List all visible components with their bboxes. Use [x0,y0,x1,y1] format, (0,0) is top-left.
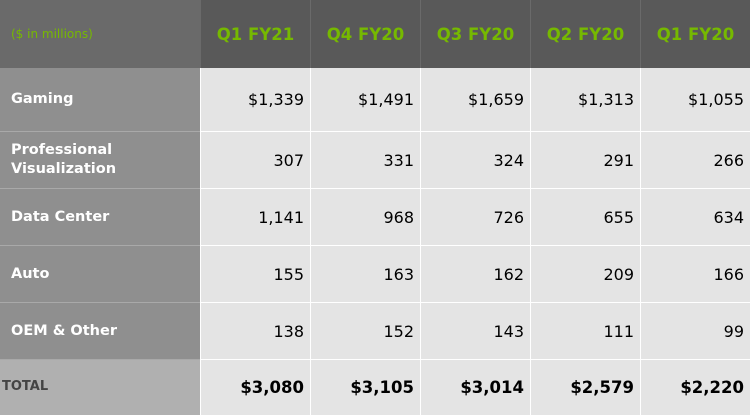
row-label-text: Professional Visualization [11,142,117,177]
table-cell: 209 [530,246,640,303]
column-header: Q3 FY20 [420,0,530,68]
table-cell: 266 [640,132,750,189]
table-cell: 634 [640,189,750,246]
table-cell: 155 [200,246,310,303]
row-label: Gaming [0,68,200,132]
row-label: Auto [0,246,200,303]
total-cell: $2,579 [530,360,640,415]
units-note: ($ in millions) [0,0,200,68]
total-cell: $3,080 [200,360,310,415]
row-label: Professional Visualization [0,132,200,189]
column-header: Q2 FY20 [530,0,640,68]
table-cell: 968 [310,189,420,246]
table-cell: 143 [420,303,530,360]
table-row-oem-other: OEM & Other 138 152 143 111 99 [0,303,750,360]
table-header-row: ($ in millions) Q1 FY21 Q4 FY20 Q3 FY20 … [0,0,750,68]
table-cell: 111 [530,303,640,360]
total-cell: $3,014 [420,360,530,415]
table-cell: 166 [640,246,750,303]
table-cell: 307 [200,132,310,189]
table-cell: $1,659 [420,68,530,132]
table-cell: 99 [640,303,750,360]
column-header: Q4 FY20 [310,0,420,68]
table-cell: 1,141 [200,189,310,246]
table-cell: $1,339 [200,68,310,132]
table-cell: 138 [200,303,310,360]
table-row-gaming: Gaming $1,339 $1,491 $1,659 $1,313 $1,05… [0,68,750,132]
row-label: Data Center [0,189,200,246]
table-cell: 163 [310,246,420,303]
table-cell: $1,055 [640,68,750,132]
total-label: TOTAL [0,360,200,415]
table-cell: 152 [310,303,420,360]
table-cell: 331 [310,132,420,189]
table-row-data-center: Data Center 1,141 968 726 655 634 [0,189,750,246]
table-cell: 726 [420,189,530,246]
table-row-professional-visualization: Professional Visualization 307 331 324 2… [0,132,750,189]
table-cell: $1,491 [310,68,420,132]
table-row-auto: Auto 155 163 162 209 166 [0,246,750,303]
table-cell: 162 [420,246,530,303]
table-row-total: TOTAL $3,080 $3,105 $3,014 $2,579 $2,220 [0,360,750,415]
table-cell: $1,313 [530,68,640,132]
table-cell: 291 [530,132,640,189]
column-header: Q1 FY21 [200,0,310,68]
total-cell: $2,220 [640,360,750,415]
total-cell: $3,105 [310,360,420,415]
column-header: Q1 FY20 [640,0,750,68]
table-cell: 324 [420,132,530,189]
table-cell: 655 [530,189,640,246]
row-label: OEM & Other [0,303,200,360]
